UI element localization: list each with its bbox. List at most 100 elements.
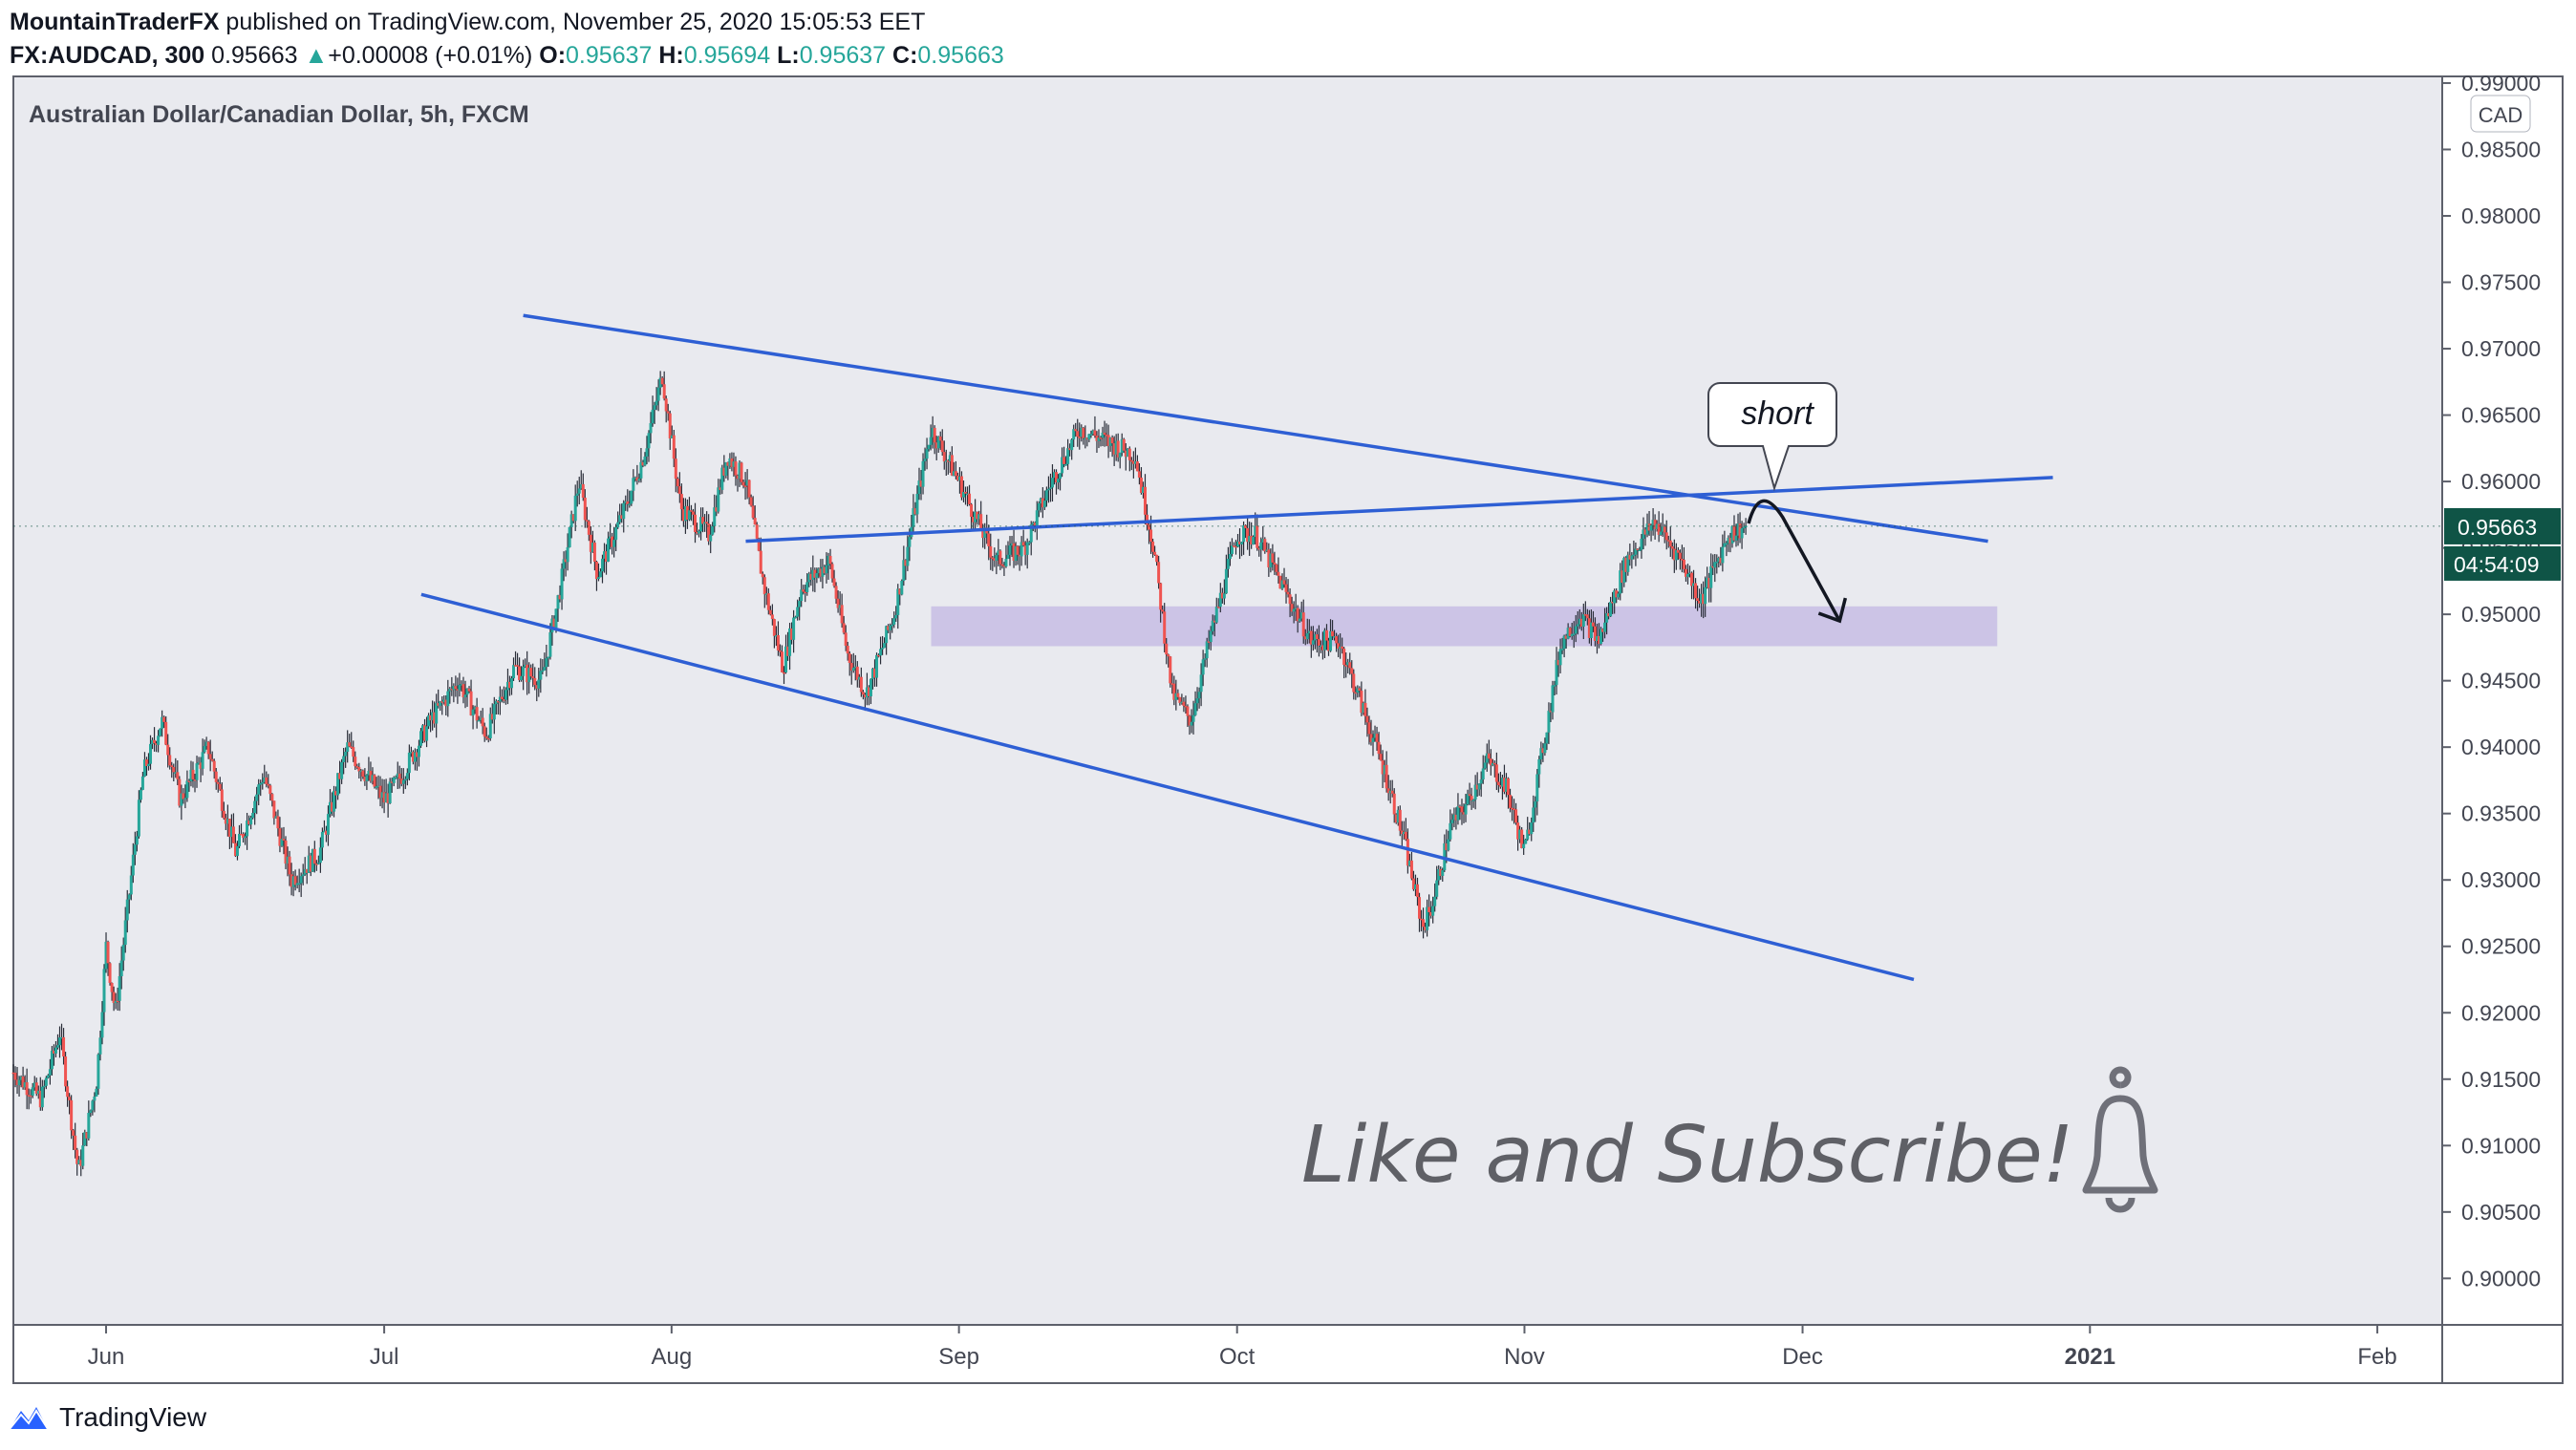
candle-body: [875, 654, 879, 678]
candle-body: [954, 471, 957, 476]
candle-body: [481, 717, 484, 727]
candle-body: [465, 688, 469, 695]
candle-body: [747, 480, 751, 498]
candle-body: [218, 783, 222, 790]
candle-body: [1163, 611, 1167, 644]
candle-body: [384, 793, 388, 803]
candle-body: [674, 458, 677, 480]
candle-body: [1491, 762, 1494, 766]
y-tick-label: 0.91000: [2461, 1133, 2541, 1158]
candle-body: [607, 538, 611, 562]
candle-body: [242, 834, 246, 839]
candle-body: [247, 821, 251, 825]
high-value: 0.95694: [683, 42, 771, 69]
candle-body: [894, 614, 898, 619]
candle-body: [419, 731, 422, 746]
candle-body: [328, 801, 332, 815]
candle-body: [29, 1095, 32, 1098]
candle-body: [354, 757, 357, 767]
candle-body: [1702, 593, 1706, 605]
candle-body: [38, 1090, 42, 1108]
candle-body: [1643, 529, 1647, 535]
candle-body: [52, 1050, 55, 1054]
countdown-label: 04:54:09: [2454, 552, 2540, 577]
candle-body: [1066, 448, 1070, 464]
footer-brand[interactable]: TradingView: [8, 1397, 206, 1439]
candle-body: [32, 1082, 36, 1088]
candle-body: [770, 614, 774, 620]
candle-body: [554, 608, 558, 629]
candle-body: [976, 511, 979, 520]
candle-body: [1203, 658, 1207, 660]
candle-body: [1634, 548, 1638, 555]
candle-body: [807, 573, 811, 583]
candle-body: [180, 793, 183, 806]
candle-body: [889, 625, 892, 630]
trendline-middle: [745, 476, 2053, 544]
candle-body: [1651, 520, 1655, 525]
candle-body: [1046, 488, 1050, 491]
candle-body: [529, 668, 533, 677]
candle-body: [1670, 546, 1674, 549]
candle-body: [855, 666, 859, 680]
candle-body: [293, 876, 297, 885]
candle-body: [1129, 459, 1133, 462]
candle-body: [502, 699, 505, 701]
candle-body: [983, 527, 987, 539]
candle-body: [863, 694, 867, 697]
candle-body: [352, 747, 355, 757]
candle-body: [355, 766, 359, 768]
candle-body: [1124, 450, 1127, 458]
candle-body: [435, 703, 439, 724]
candle-body: [1298, 618, 1301, 622]
candle-body: [1025, 542, 1029, 555]
candle-body: [1736, 523, 1740, 536]
candle-body: [1734, 535, 1738, 541]
candle-body: [692, 511, 696, 515]
candle-body: [301, 874, 305, 877]
candle-body: [214, 771, 218, 782]
candle-body: [1700, 593, 1704, 604]
candle-body: [1684, 568, 1687, 577]
candle-body: [1659, 531, 1663, 535]
candle-body: [1157, 562, 1161, 584]
candle-body: [1464, 803, 1468, 815]
candle-body: [13, 1073, 17, 1080]
candle-body: [361, 770, 365, 778]
candle-body: [1680, 559, 1684, 561]
candle-body: [1597, 635, 1600, 645]
candle-body: [488, 714, 492, 739]
candle-body: [1506, 778, 1510, 796]
candle-body: [278, 828, 282, 846]
candle-body: [1579, 618, 1583, 627]
candle-body: [346, 742, 350, 752]
candle-body: [685, 505, 689, 521]
candle-body: [743, 485, 747, 487]
candle-body: [365, 775, 369, 781]
candle-body: [1148, 524, 1151, 530]
candle-body: [1331, 630, 1335, 637]
candle-body: [1626, 554, 1630, 572]
candle-body: [964, 491, 968, 494]
candle-body: [367, 771, 371, 776]
candle-body: [581, 483, 585, 498]
candle-body: [853, 666, 857, 669]
candle-body: [1228, 553, 1232, 560]
candle-body: [630, 490, 633, 504]
candle-body: [1583, 614, 1587, 616]
candle-body: [1428, 906, 1431, 913]
y-tick-label: 0.90000: [2461, 1266, 2541, 1290]
candle-body: [1458, 806, 1462, 808]
candle-body: [896, 588, 900, 615]
candle-body: [303, 868, 307, 875]
candle-body: [363, 777, 367, 781]
candle-body: [1341, 646, 1344, 650]
author-name[interactable]: MountainTraderFX: [10, 9, 220, 35]
candle-body: [1042, 501, 1046, 508]
candle-body: [1657, 523, 1661, 535]
y-tick-label: 0.94500: [2461, 669, 2541, 693]
candle-body: [709, 534, 713, 542]
candle-body: [805, 582, 809, 593]
candle-body: [280, 839, 284, 846]
